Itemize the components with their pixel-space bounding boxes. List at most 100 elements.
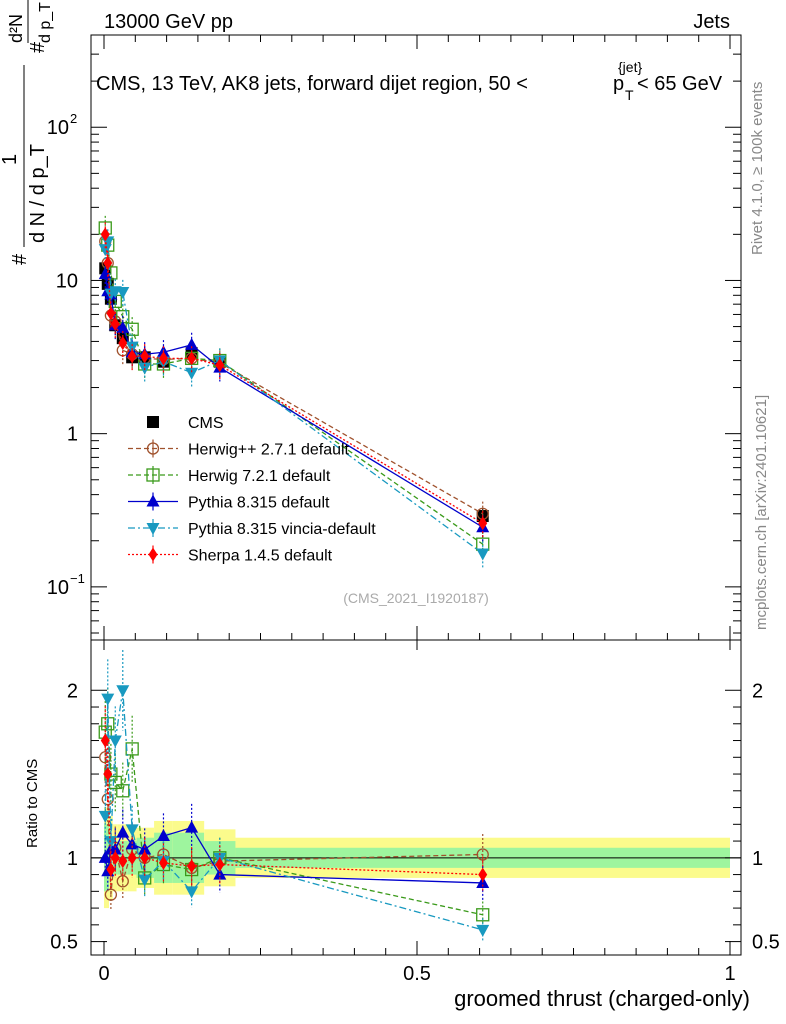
- legend-label: Herwig 7.2.1 default: [188, 468, 331, 485]
- legend-entry-cms: CMS: [147, 415, 224, 432]
- data-point-sherpa: [215, 358, 225, 373]
- analysis-tag: (CMS_2021_I1920187): [343, 590, 489, 606]
- title-pt-sub: T: [625, 87, 634, 103]
- ratio-point-sherpa: [215, 857, 225, 872]
- x-tick-label: 0.5: [403, 963, 431, 985]
- legend-label: CMS: [188, 415, 224, 432]
- ratio-series-vincia: [98, 650, 490, 942]
- ylabel-dpt-dlambda: d p_T d λ: [37, 0, 54, 43]
- data-point-sherpa: [100, 227, 110, 242]
- ratio-point-pythia: [116, 825, 130, 838]
- series-line-vincia: [104, 241, 484, 555]
- y-tick-exponent: −1: [70, 571, 85, 586]
- ylabel-hash-2: #: [27, 41, 49, 53]
- plot-title: CMS, 13 TeV, AK8 jets, forward dijet reg…: [96, 59, 723, 103]
- series-sherpa: [100, 222, 488, 539]
- ratio-point-herwigpp: [116, 875, 129, 888]
- ratio-point-vincia: [116, 685, 130, 698]
- data-point-sherpa: [103, 255, 113, 270]
- ratio-point-pythia: [98, 850, 112, 863]
- y-axis-label: # 1 d N / d p_T # d²N d p_T d λ: [0, 0, 54, 265]
- ratio-point-sherpa: [103, 767, 113, 782]
- legend-marker: [146, 442, 160, 455]
- legend-label: Pythia 8.315 vincia-default: [188, 521, 376, 538]
- ratio-point-pythia: [185, 820, 199, 833]
- data-point-sherpa: [127, 349, 137, 364]
- energy-label: 13000 GeV pp: [104, 11, 233, 33]
- legend-entry-herwigpp: Herwig++ 2.7.1 default: [128, 439, 350, 459]
- category-label: Jets: [693, 11, 730, 33]
- legend-entry-herwig7: Herwig 7.2.1 default: [128, 466, 331, 485]
- ratio-point-sherpa: [187, 859, 197, 874]
- x-tick-label: 1: [724, 963, 735, 985]
- y-tick-label: 10: [47, 577, 69, 599]
- data-point-vincia: [476, 548, 490, 561]
- ratio-point-vincia: [185, 886, 199, 899]
- ratio-point-pythia: [138, 842, 152, 855]
- x-tick-label: 0: [98, 963, 109, 985]
- data-point-sherpa: [187, 351, 197, 366]
- ratio-point-herwig7: [116, 784, 130, 798]
- y-tick-label: 1: [67, 424, 78, 446]
- legend-label: Pythia 8.315 default: [188, 495, 330, 512]
- legend-marker: [146, 468, 160, 482]
- ratio-point-sherpa: [158, 855, 168, 870]
- legend-label: Herwig++ 2.7.1 default: [188, 442, 350, 459]
- ratio-series-sherpa: [100, 706, 488, 893]
- ratio-line-sherpa: [104, 740, 483, 876]
- legend-marker: [147, 416, 159, 428]
- title-main: CMS, 13 TeV, AK8 jets, forward dijet reg…: [96, 73, 528, 95]
- legend-marker: [148, 547, 158, 562]
- title-pt-sup: {jet}: [618, 59, 642, 75]
- ratio-y-label: Ratio to CMS: [24, 759, 41, 848]
- ratio-point-vincia: [104, 836, 118, 849]
- ratio-plot-frame: [90, 639, 742, 956]
- ratio-ytick-label: 1: [67, 848, 78, 870]
- ratio-point-herwigpp: [476, 848, 489, 861]
- data-point-sherpa: [110, 316, 120, 331]
- ratio-point-vincia: [476, 924, 490, 937]
- legend-marker: [146, 494, 160, 507]
- title-tail: < 65 GeV: [637, 73, 723, 95]
- ratio-point-sherpa: [106, 862, 116, 877]
- series-vincia: [98, 229, 490, 569]
- rivet-label: Rivet 4.1.0, ≥ 100k events: [749, 82, 766, 255]
- y-tick-label: 10: [47, 117, 69, 139]
- y-tick-exponent: 2: [70, 111, 77, 126]
- ratio-ytick-label-right: 0.5: [752, 932, 780, 954]
- data-point-vincia: [116, 287, 130, 300]
- ratio-point-vincia: [108, 735, 122, 748]
- data-point-pythia: [185, 337, 199, 350]
- legend-label: Sherpa 1.4.5 default: [188, 548, 333, 565]
- series-layer: [98, 215, 490, 942]
- data-point-sherpa: [478, 516, 488, 531]
- ylabel-d2n: d²N: [6, 14, 26, 43]
- ylabel-frac-one: 1: [0, 154, 21, 165]
- source-label: mcplots.cern.ch [arXiv:2401.10621]: [753, 395, 770, 630]
- data-point-sherpa: [106, 306, 116, 321]
- legend-entry-vincia: Pythia 8.315 vincia-default: [128, 519, 376, 538]
- data-point-sherpa: [158, 351, 168, 366]
- legend-entry-sherpa: Sherpa 1.4.5 default: [128, 545, 333, 565]
- ratio-point-vincia: [125, 824, 139, 837]
- data-point-vincia: [185, 367, 199, 380]
- ratio-ytick-label-right: 2: [752, 680, 763, 702]
- data-point-pythia: [116, 320, 130, 333]
- legend-entry-pythia: Pythia 8.315 default: [128, 492, 330, 512]
- data-point-vincia: [98, 244, 112, 257]
- ratio-point-sherpa: [110, 850, 120, 865]
- ratio-point-sherpa: [478, 867, 488, 882]
- ratio-point-sherpa: [127, 850, 137, 865]
- legend-marker: [146, 523, 160, 535]
- ratio-point-sherpa: [118, 854, 128, 869]
- ratio-point-vincia: [138, 874, 152, 887]
- data-point-sherpa: [140, 349, 150, 364]
- ratio-point-herwig7: [476, 908, 490, 922]
- ratio-ytick-label-right: 1: [752, 848, 763, 870]
- legend: CMS Herwig++ 2.7.1 default Herwig 7.2.1 de…: [128, 415, 376, 565]
- x-axis-label: groomed thrust (charged-only): [454, 986, 750, 1011]
- title-pt: p: [613, 73, 624, 95]
- ylabel-hash: #: [9, 253, 31, 265]
- series-line-sherpa: [104, 234, 484, 524]
